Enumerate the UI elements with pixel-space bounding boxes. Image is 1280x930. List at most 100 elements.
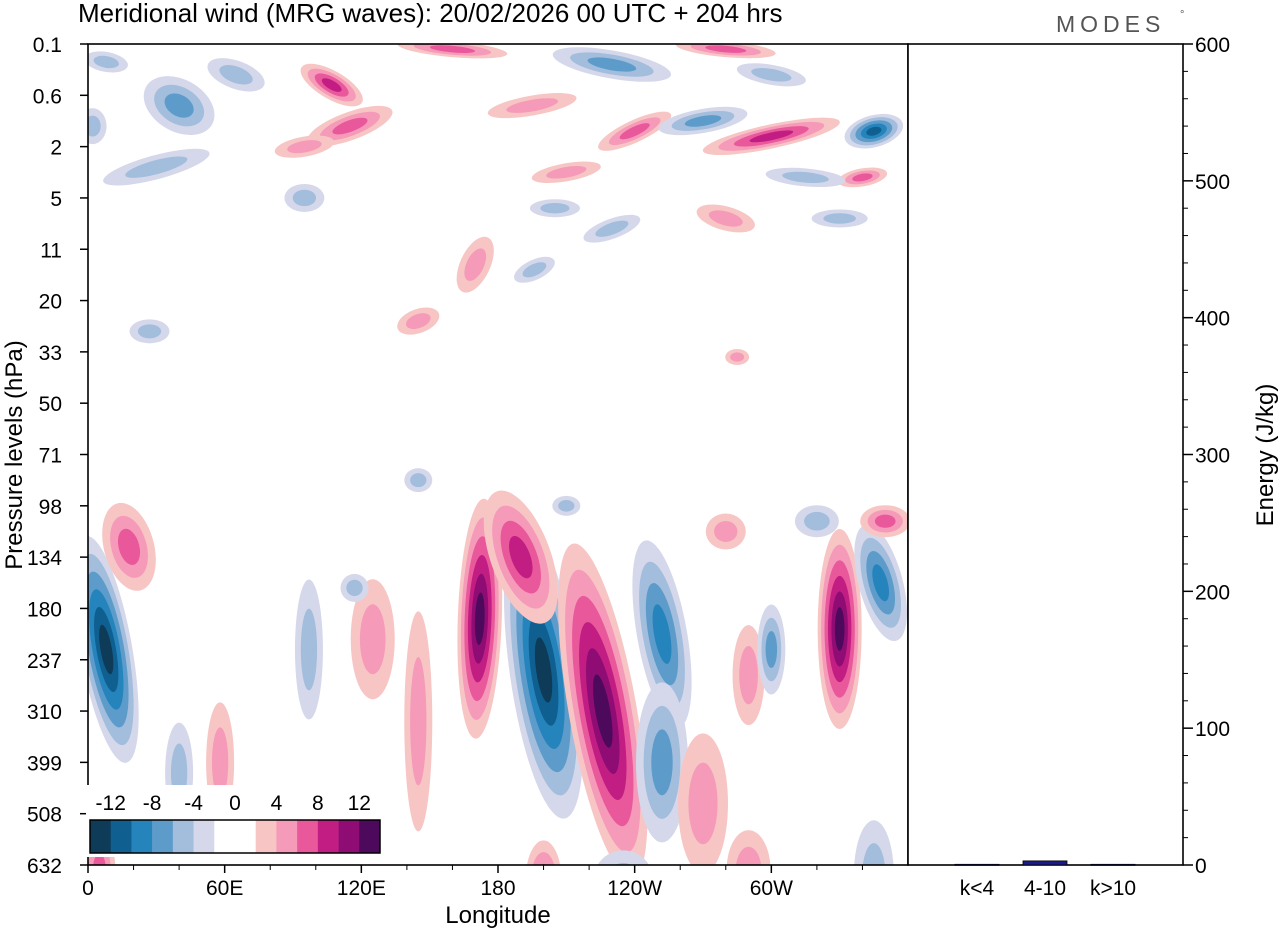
x-tick-label: 180 — [480, 877, 515, 900]
energy-category-label: k>10 — [1090, 877, 1136, 900]
positive-wind-anomaly — [483, 490, 558, 624]
y-tick-label: 237 — [27, 650, 62, 673]
energy-frame — [907, 43, 1184, 866]
negative-wind-anomaly — [658, 106, 748, 136]
negative-wind-anomaly — [143, 76, 215, 136]
negative-wind-anomaly — [854, 820, 894, 865]
y-tick-label: 50 — [39, 393, 62, 416]
positive-wind-anomaly — [817, 528, 862, 729]
colorbar-swatch — [152, 820, 174, 853]
contour-plot — [87, 43, 909, 866]
x-tick-label: 60E — [206, 877, 243, 900]
y-tick-label: 632 — [27, 855, 62, 878]
positive-wind-anomaly — [725, 349, 750, 366]
contour-fields — [88, 44, 908, 865]
negative-wind-anomaly — [636, 682, 688, 843]
negative-wind-anomaly — [583, 214, 641, 243]
y-tick-label: 508 — [27, 804, 62, 827]
positive-wind-anomaly — [558, 543, 648, 865]
x-tick-label: 120W — [607, 877, 662, 900]
negative-wind-anomaly — [736, 63, 806, 87]
negative-wind-anomaly — [794, 505, 839, 538]
positive-wind-anomaly — [705, 513, 746, 550]
positive-wind-anomaly — [274, 135, 334, 158]
brand-logo: MODES — [1056, 11, 1165, 37]
x-tick-label: 120E — [337, 877, 386, 900]
negative-wind-anomaly — [207, 58, 265, 92]
energy-tick-label: 600 — [1195, 34, 1230, 57]
positive-wind-anomaly — [696, 204, 755, 233]
y-tick-label: 399 — [27, 752, 62, 775]
energy-category-label: k<4 — [960, 877, 995, 900]
y-tick-label: 180 — [27, 598, 62, 621]
negative-wind-anomaly — [844, 113, 904, 149]
y-tick-label: 71 — [39, 445, 62, 468]
energy-tick-label: 100 — [1195, 718, 1230, 741]
colorbar-swatch — [172, 820, 194, 853]
energy-tick-label: 500 — [1195, 171, 1230, 194]
negative-wind-anomaly — [88, 108, 107, 145]
energy-category-label: 4-10 — [1024, 877, 1066, 900]
energy-bar — [1022, 860, 1068, 866]
negative-wind-anomaly — [757, 604, 786, 695]
positive-wind-anomaly — [837, 167, 888, 188]
energy-bar — [954, 863, 1000, 866]
negative-wind-anomaly — [765, 167, 846, 188]
y-tick-label: 20 — [39, 291, 62, 314]
colorbar-label: -12 — [96, 792, 126, 815]
colorbar-swatch — [235, 820, 257, 853]
x-axis: 0 60E 120E 180 120W 60W — [82, 865, 863, 900]
energy-panel: 0 100 200 300 400 500 600 k<4 4-10 k>10 Energy (… — [907, 34, 1279, 900]
colorbar: -12 -8 -4 0 4 8 12 — [86, 785, 384, 857]
colorbar-swatch — [359, 820, 381, 853]
positive-wind-anomaly — [300, 63, 363, 107]
y-tick-label: 33 — [39, 342, 62, 365]
positive-wind-anomaly — [404, 611, 433, 832]
positive-wind-anomaly — [457, 498, 503, 739]
y-tick-label: 5 — [50, 188, 62, 211]
y-axis: 0.1 0.6 2 5 11 20 33 50 71 98 134 180 237 310 399 508 63… — [27, 34, 88, 878]
colorbar-swatch — [90, 820, 112, 853]
energy-tick-label: 400 — [1195, 308, 1230, 331]
positive-wind-anomaly — [531, 161, 601, 184]
energy-tick-label: 300 — [1195, 445, 1230, 468]
y-tick-label: 11 — [40, 239, 62, 262]
negative-wind-anomaly — [284, 183, 325, 212]
negative-wind-anomaly — [88, 536, 139, 763]
negative-wind-anomaly — [552, 495, 581, 516]
y-tick-label: 134 — [27, 547, 62, 570]
energy-bars — [954, 860, 1136, 866]
negative-wind-anomaly — [404, 468, 433, 493]
colorbar-frame — [89, 819, 381, 854]
energy-y-axis: 0 100 200 300 400 500 600 — [1183, 34, 1230, 878]
positive-wind-anomaly — [702, 117, 840, 156]
negative-wind-anomaly — [854, 524, 907, 642]
x-tick-label: 0 — [82, 877, 94, 900]
colorbar-swatch — [317, 820, 339, 853]
colorbar-swatch — [110, 820, 132, 853]
negative-wind-anomaly — [129, 319, 170, 344]
y-axis-label: Pressure levels (hPa) — [1, 340, 28, 569]
positive-wind-anomaly — [598, 111, 672, 151]
negative-wind-anomaly — [514, 256, 555, 283]
colorbar-label: 0 — [229, 792, 241, 815]
colorbar-swatch — [214, 820, 236, 853]
chart-title: Meridional wind (MRG waves): 20/02/2026 … — [78, 0, 783, 28]
colorbar-swatch — [193, 820, 215, 853]
colorbar-label: -4 — [184, 792, 203, 815]
y-tick-label: 98 — [39, 496, 62, 519]
colorbar-label: -8 — [143, 792, 162, 815]
energy-tick-label: 200 — [1195, 581, 1230, 604]
positive-wind-anomaly — [487, 93, 577, 119]
colorbar-swatch — [338, 820, 360, 853]
y-tick-label: 310 — [27, 701, 62, 724]
negative-wind-anomaly — [88, 51, 128, 73]
positive-wind-anomaly — [526, 840, 561, 865]
negative-wind-anomaly — [103, 148, 210, 186]
y-tick-label: 0.1 — [33, 34, 62, 57]
y-tick-label: 0.6 — [33, 85, 62, 108]
colorbar-swatch — [131, 820, 153, 853]
negative-wind-anomaly — [529, 199, 580, 218]
negative-wind-anomaly — [340, 573, 369, 602]
colorbar-label: 12 — [348, 792, 371, 815]
